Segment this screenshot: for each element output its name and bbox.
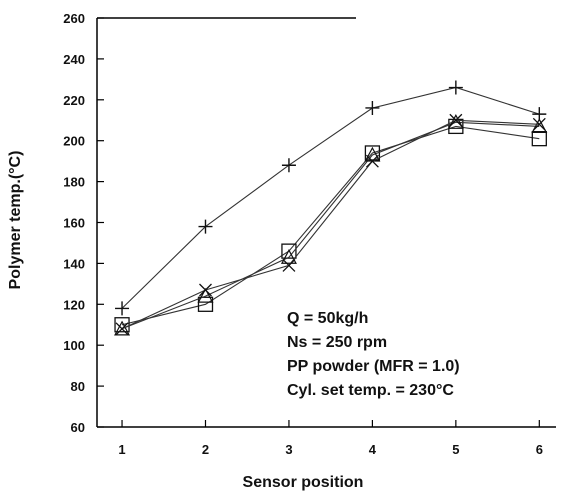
y-axis-title: Polymer temp.(°C) [7,151,24,290]
y-tick-label: 260 [63,11,85,26]
series-3-point [114,320,131,336]
x-tick-label: 2 [202,442,209,457]
y-tick-label: 200 [63,134,85,149]
x-axis-title: Sensor position [243,474,364,491]
series-4-point [282,258,296,272]
series-3-line [121,121,540,330]
series-3-point [531,118,548,133]
y-tick-label: 100 [63,338,85,353]
y-tick-label: 80 [71,379,85,394]
series-2-point [114,317,130,333]
y-tick-label: 60 [71,420,85,435]
x-tick-label: 1 [118,442,125,457]
y-tick-label: 180 [63,175,85,190]
series-3-point [197,287,214,303]
y-tick-label: 240 [63,52,85,67]
annotation-line: Cyl. set temp. = 230°C [287,382,454,399]
x-tick-label: 4 [369,442,377,457]
series-2-point [281,243,297,259]
series-2-line [121,125,540,326]
y-tick-label: 160 [63,216,85,231]
series-4-point [199,283,212,297]
series-1-point [281,158,296,173]
series-4-point [532,117,546,131]
series-1-point [198,219,213,234]
y-tick-label: 140 [63,256,85,271]
series-1-point [448,80,463,95]
series-2-point [364,145,381,161]
annotation-line: Ns = 250 rpm [287,334,387,351]
annotation-line: PP powder (MFR = 1.0) [287,358,460,375]
annotation-line: Q = 50kg/h [287,310,368,327]
series-layer [114,80,548,336]
y-axis-ticks: 60 80 100 120 140 160 180 200 220 240 260 [63,11,104,435]
series-1-point [115,301,130,316]
x-tick-label: 5 [452,442,459,457]
series-4-point [449,113,463,127]
x-tick-label: 3 [285,442,292,457]
y-tick-label: 120 [63,297,85,312]
series-4-line [121,119,540,330]
y-tick-label: 220 [63,93,85,108]
series-3-point [280,248,297,264]
series-2-point [197,296,214,312]
series-4-point [115,322,129,336]
x-tick-label: 6 [536,442,543,457]
annotation-block: Q = 50kg/h Ns = 250 rpm PP powder (MFR = 1… [287,310,460,399]
series-1-line [121,86,540,309]
x-axis-ticks: 1 2 3 4 5 6 [118,420,543,457]
series-4-point [365,154,379,168]
series-2-point [531,131,547,147]
series-1-point [365,100,380,115]
